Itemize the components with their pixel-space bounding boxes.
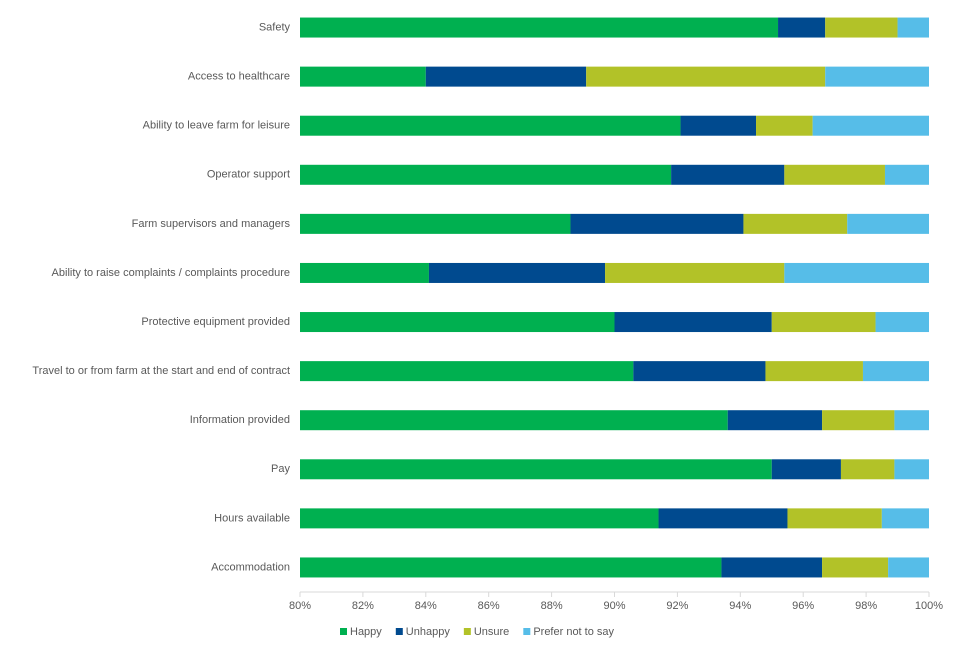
bar-segment bbox=[671, 164, 785, 185]
bar-segment bbox=[633, 361, 766, 382]
bar-segment bbox=[812, 115, 929, 136]
bar-segment bbox=[300, 557, 722, 578]
bar-segment bbox=[884, 164, 929, 185]
y-tick-label: Pay bbox=[271, 463, 290, 475]
bar-segment bbox=[784, 262, 929, 283]
legend-label: Prefer not to say bbox=[533, 626, 614, 638]
bar-segment bbox=[300, 361, 634, 382]
y-tick-label: Travel to or from farm at the start and … bbox=[32, 365, 290, 377]
bar-segment bbox=[888, 557, 929, 578]
x-tick-label: 86% bbox=[478, 600, 500, 612]
bar-segment bbox=[894, 459, 929, 480]
y-tick-label: Information provided bbox=[190, 414, 290, 426]
x-tick-label: 96% bbox=[792, 600, 814, 612]
bar-segment bbox=[784, 164, 885, 185]
bar-segment bbox=[300, 213, 571, 234]
bar-segment bbox=[875, 312, 929, 333]
bar-segment bbox=[586, 66, 826, 87]
y-tick-label: Ability to raise complaints / complaints… bbox=[52, 267, 290, 279]
bar-segment bbox=[897, 17, 929, 38]
bar-segment bbox=[825, 17, 898, 38]
bar-segment bbox=[765, 361, 863, 382]
bar-segment bbox=[425, 66, 587, 87]
x-tick-label: 88% bbox=[541, 600, 563, 612]
y-tick-label: Protective equipment provided bbox=[141, 316, 290, 328]
legend-label: Unsure bbox=[474, 626, 509, 638]
bar-segment bbox=[605, 262, 785, 283]
x-tick-label: 80% bbox=[289, 600, 311, 612]
y-tick-label: Ability to leave farm for leisure bbox=[143, 120, 290, 132]
x-tick-label: 90% bbox=[603, 600, 625, 612]
bar-segment bbox=[300, 17, 779, 38]
legend-swatch bbox=[395, 628, 403, 635]
bar-segment bbox=[570, 213, 744, 234]
bar-segment bbox=[778, 17, 826, 38]
bar-segment bbox=[847, 213, 929, 234]
x-tick-label: 100% bbox=[915, 600, 943, 612]
bar-segment bbox=[822, 410, 895, 431]
bar-segment bbox=[300, 115, 681, 136]
legend-label: Happy bbox=[350, 626, 382, 638]
legend-swatch bbox=[340, 628, 347, 635]
bar-segment bbox=[771, 312, 876, 333]
legend-swatch bbox=[523, 628, 531, 635]
x-tick-label: 98% bbox=[855, 600, 877, 612]
bar-segment bbox=[822, 557, 889, 578]
y-tick-label: Operator support bbox=[207, 169, 290, 181]
x-tick-label: 94% bbox=[729, 600, 751, 612]
y-tick-label: Safety bbox=[259, 21, 291, 33]
bar-segment bbox=[743, 213, 848, 234]
bar-segment bbox=[862, 361, 929, 382]
bar-segment bbox=[300, 410, 728, 431]
y-tick-label: Farm supervisors and managers bbox=[132, 218, 291, 230]
bar-segment bbox=[428, 262, 606, 283]
bar-segment bbox=[825, 66, 929, 87]
x-tick-label: 84% bbox=[415, 600, 437, 612]
bar-segment bbox=[300, 164, 672, 185]
bar-segment bbox=[300, 459, 772, 480]
legend-label: Unhappy bbox=[406, 626, 451, 638]
bar-segment bbox=[721, 557, 823, 578]
y-tick-label: Hours available bbox=[214, 512, 290, 524]
bar-segment bbox=[787, 508, 882, 529]
bar-segment bbox=[300, 508, 659, 529]
bar-segment bbox=[658, 508, 788, 529]
bar-segment bbox=[680, 115, 757, 136]
bar-segment bbox=[840, 459, 895, 480]
bar-segment bbox=[756, 115, 813, 136]
bar-segment bbox=[614, 312, 772, 333]
x-tick-label: 92% bbox=[666, 600, 688, 612]
bar-segment bbox=[771, 459, 841, 480]
bar-segment bbox=[727, 410, 823, 431]
y-tick-label: Access to healthcare bbox=[188, 71, 290, 83]
bar-segment bbox=[300, 312, 615, 333]
x-tick-label: 82% bbox=[352, 600, 374, 612]
bar-segment bbox=[881, 508, 929, 529]
bar-segment bbox=[300, 262, 429, 283]
bar-segment bbox=[894, 410, 929, 431]
legend-swatch bbox=[463, 628, 471, 635]
y-tick-label: Accommodation bbox=[211, 561, 290, 573]
bar-segment bbox=[300, 66, 426, 87]
